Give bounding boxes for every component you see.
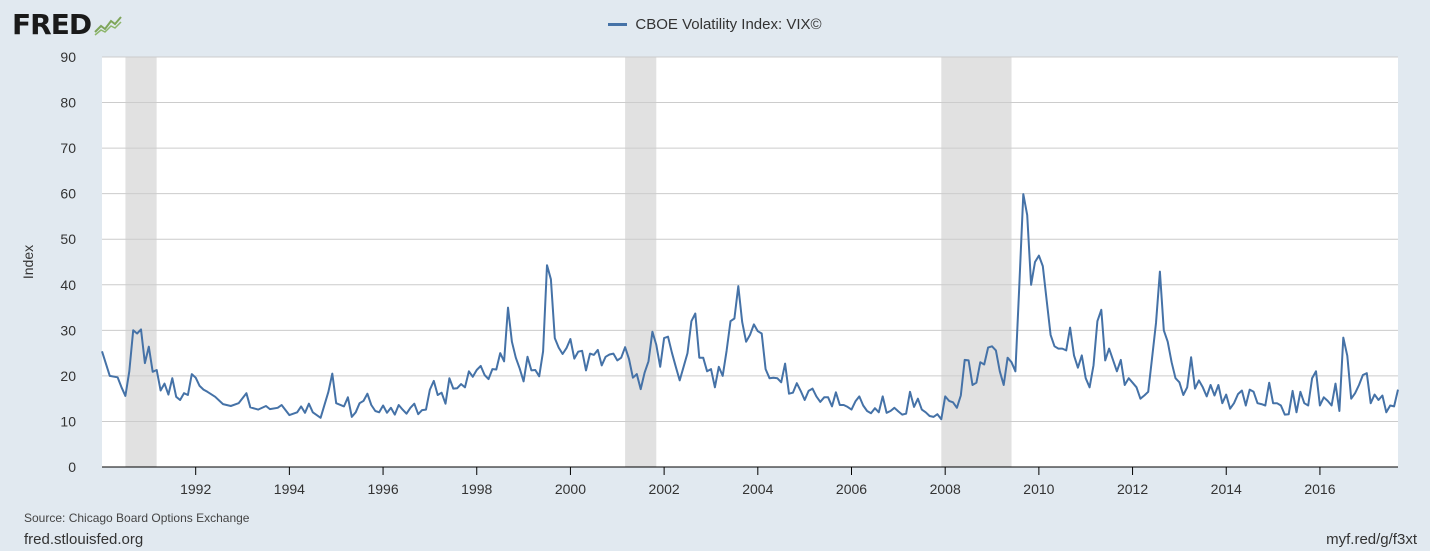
- legend-series-label: CBOE Volatility Index: VIX©: [635, 16, 822, 33]
- y-tick-label: 60: [60, 186, 76, 202]
- chart-legend: CBOE Volatility Index: VIX©: [0, 16, 1430, 33]
- y-tick-label: 10: [60, 413, 76, 429]
- recession-band-2: [625, 57, 657, 467]
- y-axis-label: Index: [20, 245, 36, 279]
- plot-area: [102, 57, 1398, 467]
- chart-line-icon: [94, 13, 123, 36]
- site-link[interactable]: fred.stlouisfed.org: [24, 531, 144, 548]
- x-tick-label: 2010: [1023, 481, 1054, 497]
- series-line-vix: [101, 193, 1399, 421]
- recession-band-1: [125, 57, 157, 467]
- y-tick-label: 30: [60, 322, 76, 338]
- y-tick-label: 90: [60, 49, 76, 65]
- x-tick-label: 2006: [836, 481, 867, 497]
- x-tick-label: 1994: [274, 481, 305, 497]
- source-note: Source: Chicago Board Options Exchange: [24, 511, 250, 525]
- x-tick-label: 2008: [930, 481, 961, 497]
- y-axis-ticks: 0 10 20 30 40 50 60 70 80 90: [60, 49, 76, 475]
- fred-logo[interactable]: FRED: [12, 8, 123, 41]
- x-tick-label: 2004: [742, 481, 773, 497]
- short-url-link[interactable]: myf.red/g/f3xt: [1326, 531, 1417, 548]
- y-tick-label: 80: [60, 95, 76, 111]
- y-tick-label: 20: [60, 368, 76, 384]
- recession-band-3: [941, 57, 1012, 467]
- x-tick-label: 2002: [649, 481, 680, 497]
- x-tick-label: 2000: [555, 481, 586, 497]
- recession-bands: [125, 57, 1012, 467]
- logo-text: FRED: [12, 8, 92, 41]
- x-tick-label: 2012: [1117, 481, 1148, 497]
- x-tick-label: 2014: [1211, 481, 1242, 497]
- x-tick-label: 2016: [1304, 481, 1335, 497]
- gridlines: [102, 56, 1398, 422]
- x-tick-label: 1992: [180, 481, 211, 497]
- y-tick-label: 0: [68, 459, 76, 475]
- y-tick-label: 40: [60, 277, 76, 293]
- y-tick-label: 50: [60, 231, 76, 247]
- x-tick-label: 1998: [461, 481, 492, 497]
- x-tick-label: 1996: [367, 481, 398, 497]
- legend-swatch: [608, 23, 628, 26]
- y-tick-label: 70: [60, 140, 76, 156]
- x-axis-ticks: 1992 1994 1996 1998 2000 2002 2004 2006 2008 2010…: [180, 467, 1336, 497]
